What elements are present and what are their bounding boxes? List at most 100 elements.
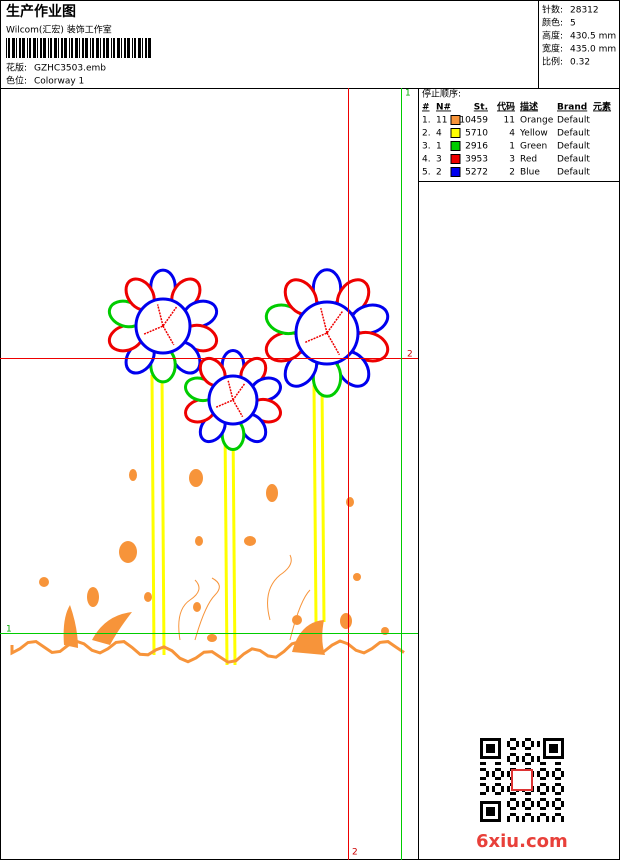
qr-cell — [555, 738, 558, 741]
needle: 4 — [436, 129, 442, 139]
needle: 3 — [436, 155, 442, 165]
qr-cell — [528, 738, 531, 741]
qr-cell — [561, 819, 564, 822]
qr-cell — [489, 801, 492, 804]
qr-cell — [522, 801, 525, 804]
qr-cell — [498, 819, 501, 822]
qr-cell — [540, 792, 543, 795]
qr-logo — [511, 769, 533, 791]
qr-cell — [489, 747, 492, 750]
qr-cell — [486, 738, 489, 741]
qr-cell — [537, 741, 540, 744]
bar — [40, 38, 42, 58]
bar — [100, 38, 101, 58]
qr-cell — [507, 744, 510, 747]
dot — [207, 634, 217, 642]
qr-cell — [531, 819, 534, 822]
qr-cell — [513, 762, 516, 765]
stitches: 10459 — [459, 116, 488, 126]
sequence-title: 停止顺序: — [422, 88, 461, 100]
qr-cell — [480, 810, 483, 813]
qr-cell — [486, 771, 489, 774]
qr-cell — [507, 789, 510, 792]
colorway-label: 色位: — [6, 75, 27, 87]
brand: Default — [557, 142, 590, 152]
qr-cell — [555, 750, 558, 753]
barcode — [6, 38, 151, 58]
code: 4 — [509, 129, 515, 139]
bar — [79, 38, 80, 58]
bar — [8, 38, 10, 58]
design: GZHC3503.emb — [34, 64, 106, 74]
stat-label: 颜色: — [542, 17, 563, 29]
stat-label: 宽度: — [542, 43, 563, 55]
qr-cell — [543, 807, 546, 810]
qr-cell — [552, 771, 555, 774]
qr-cell — [510, 762, 513, 765]
qr-cell — [480, 804, 483, 807]
qr-cell — [561, 747, 564, 750]
zigzag — [215, 380, 246, 418]
qr-cell — [507, 816, 510, 819]
seq: 5. — [422, 168, 431, 178]
qr-cell — [507, 741, 510, 744]
bar — [19, 38, 21, 58]
qr-cell — [516, 759, 519, 762]
bar — [61, 38, 63, 58]
qr-cell — [492, 813, 495, 816]
qr-cell — [540, 762, 543, 765]
bar — [148, 38, 151, 58]
qr-cell — [555, 756, 558, 759]
qr-cell — [498, 816, 501, 819]
stem — [150, 374, 156, 656]
qr-cell — [558, 756, 561, 759]
qr-cell — [558, 738, 561, 741]
qr-cell — [546, 804, 549, 807]
qr-cell — [489, 744, 492, 747]
description: Blue — [520, 168, 540, 178]
qr-cell — [558, 777, 561, 780]
qr-cell — [489, 819, 492, 822]
qr-cell — [543, 750, 546, 753]
design-preview — [10, 268, 405, 666]
qr-cell — [498, 777, 501, 780]
qr-cell — [543, 744, 546, 747]
qr-cell — [543, 813, 546, 816]
qr-cell — [513, 792, 516, 795]
qr-cell — [483, 738, 486, 741]
qr-cell — [492, 744, 495, 747]
dot — [193, 602, 201, 612]
needle: 1 — [436, 142, 442, 152]
qr-cell — [498, 807, 501, 810]
seq: 3. — [422, 142, 431, 152]
qr-cell — [552, 789, 555, 792]
leaf — [292, 620, 325, 655]
bar — [113, 38, 115, 58]
bar — [134, 38, 136, 58]
qr-cell — [480, 744, 483, 747]
qr-cell — [489, 807, 492, 810]
dot — [195, 536, 203, 546]
watermark: 6xiu.com — [476, 831, 568, 852]
guide-label: 2 — [407, 350, 413, 360]
bar — [6, 38, 7, 58]
qr-cell — [537, 771, 540, 774]
qr-cell — [480, 819, 483, 822]
qr-cell — [498, 768, 501, 771]
qr-cell — [516, 804, 519, 807]
qr-cell — [531, 756, 534, 759]
qr-cell — [489, 756, 492, 759]
qr-cell — [558, 798, 561, 801]
qr-cell — [498, 783, 501, 786]
qr-cell — [555, 798, 558, 801]
bar — [82, 38, 84, 58]
stat-label: 针数: — [542, 4, 563, 16]
qr-cell — [552, 756, 555, 759]
qr-cell — [486, 807, 489, 810]
qr-cell — [555, 768, 558, 771]
qr-cell — [531, 744, 534, 747]
qr-cell — [492, 807, 495, 810]
swatch — [450, 154, 461, 164]
qr-cell — [555, 777, 558, 780]
